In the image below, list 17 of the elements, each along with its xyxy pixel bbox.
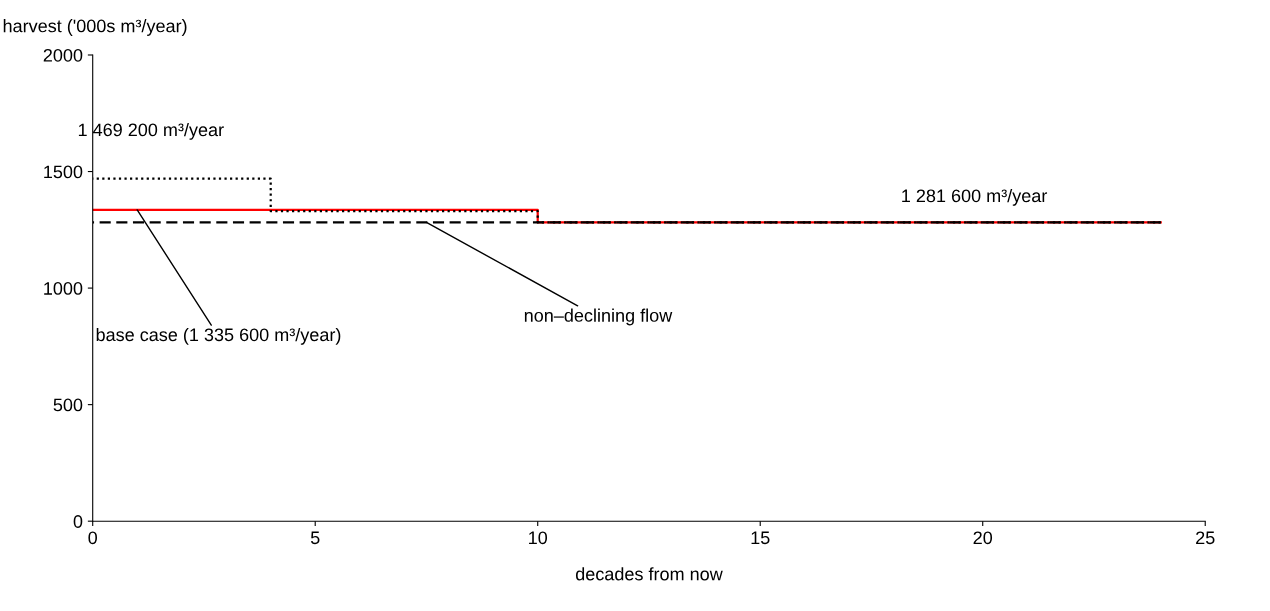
y-tick-label: 1000	[44, 282, 83, 295]
x-tick-label: 25	[1196, 531, 1215, 545]
y-tick-label: 0	[73, 515, 83, 528]
annotation: 1 281 600 m³/year	[902, 188, 1048, 206]
x-axis-title: decades from now	[575, 567, 723, 581]
x-tick-label: 15	[751, 531, 770, 545]
y-tick-label: 500	[53, 398, 83, 412]
x-tick-label: 0	[88, 531, 98, 545]
y-tick-label: 2000	[43, 48, 83, 62]
annotation: base case (1 335 600 m³/year)	[96, 327, 341, 345]
annotation: 1 469 200 m³/year	[78, 123, 224, 140]
y-axis-title: harvest ('000s m³/year)	[3, 19, 187, 36]
x-tick-label: 5	[310, 531, 320, 545]
x-tick-label: 10	[529, 531, 548, 545]
y-tick-label: 1500	[44, 165, 83, 179]
annotation: non–declining flow	[524, 308, 673, 326]
x-tick-label: 20	[973, 531, 993, 545]
